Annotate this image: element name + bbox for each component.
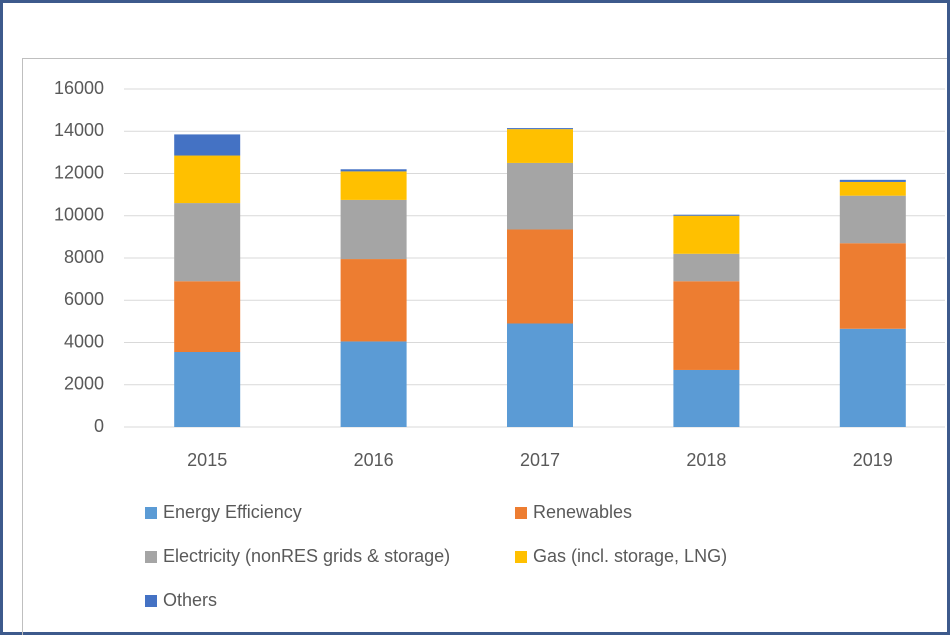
legend-swatch	[515, 507, 527, 519]
bar-segment	[673, 215, 740, 254]
chart-frame	[22, 58, 947, 635]
bar-segment	[673, 369, 740, 427]
legend-label: Gas (incl. storage, LNG)	[533, 546, 727, 566]
y-tick-label: 0	[94, 416, 104, 436]
bar-segment	[507, 162, 573, 230]
bar-segment	[673, 214, 740, 216]
bar-segment	[340, 199, 407, 260]
bar-segment	[673, 253, 740, 282]
bar-segment	[673, 281, 740, 370]
bar-segment	[507, 128, 573, 130]
y-tick-label: 10000	[54, 205, 104, 225]
bar-segment	[839, 243, 906, 329]
y-tick-label: 14000	[54, 120, 104, 140]
y-tick-label: 2000	[64, 374, 104, 394]
bar-segment	[839, 328, 906, 427]
legend-swatch	[145, 551, 157, 563]
x-tick-label: 2016	[354, 450, 394, 470]
bar-segment	[507, 323, 573, 427]
bar-segment	[174, 281, 241, 353]
legend-swatch	[145, 595, 157, 607]
legend-label: Electricity (nonRES grids & storage)	[163, 546, 450, 566]
bar-segment	[174, 155, 241, 204]
bar-segment	[340, 169, 407, 172]
bar-segment	[340, 171, 407, 200]
legend-swatch	[145, 507, 157, 519]
bar-segment	[174, 203, 241, 282]
x-tick-label: 2018	[686, 450, 726, 470]
bar-segment	[839, 179, 906, 182]
legend-label: Energy Efficiency	[163, 502, 302, 522]
bar-segment	[340, 259, 407, 342]
bar-segment	[507, 129, 573, 163]
legend-label: Renewables	[533, 502, 632, 522]
y-tick-label: 12000	[54, 162, 104, 182]
bar-segment	[839, 195, 906, 244]
x-tick-label: 2015	[187, 450, 227, 470]
y-tick-label: 4000	[64, 331, 104, 351]
y-tick-label: 16000	[54, 78, 104, 98]
y-tick-label: 6000	[64, 289, 104, 309]
bar-segment	[839, 181, 906, 196]
bar-segment	[507, 229, 573, 324]
bar-segment	[174, 352, 241, 427]
y-tick-label: 8000	[64, 247, 104, 267]
bar-segment	[340, 341, 407, 427]
legend-label: Others	[163, 590, 217, 610]
legend-swatch	[515, 551, 527, 563]
x-tick-label: 2017	[520, 450, 560, 470]
x-tick-label: 2019	[853, 450, 893, 470]
bar-segment	[174, 134, 241, 156]
